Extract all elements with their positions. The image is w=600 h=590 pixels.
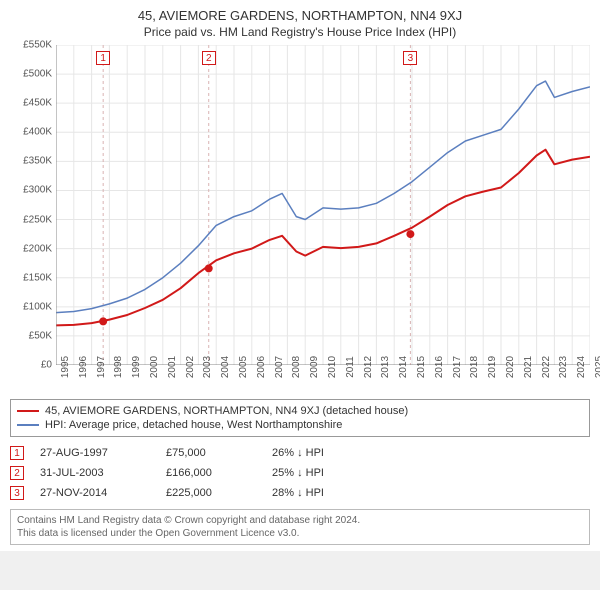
x-axis: 1995199619971998199920002001200220032004… [56, 365, 590, 395]
y-tick-label: £250K [23, 214, 52, 225]
footnote-line: This data is licensed under the Open Gov… [17, 527, 583, 540]
plot-svg [56, 45, 590, 365]
x-tick-label: 1997 [96, 356, 107, 378]
marker-diff: 28% ↓ HPI [272, 487, 382, 499]
x-tick-label: 2010 [327, 356, 338, 378]
marker-price: £225,000 [166, 487, 256, 499]
annotation-badge: 1 [96, 51, 110, 65]
x-tick-label: 2001 [167, 356, 178, 378]
y-tick-label: £300K [23, 185, 52, 196]
marker-date: 27-AUG-1997 [40, 447, 150, 459]
x-tick-label: 1999 [131, 356, 142, 378]
y-tick-label: £550K [23, 40, 52, 51]
marker-row: 3 27-NOV-2014 £225,000 28% ↓ HPI [10, 483, 590, 503]
y-axis: £0£50K£100K£150K£200K£250K£300K£350K£400… [10, 45, 56, 365]
y-tick-label: £100K [23, 301, 52, 312]
x-tick-label: 2005 [238, 356, 249, 378]
chart-title: 45, AVIEMORE GARDENS, NORTHAMPTON, NN4 9… [10, 8, 590, 23]
legend-row: 45, AVIEMORE GARDENS, NORTHAMPTON, NN4 9… [17, 404, 583, 418]
marker-row: 1 27-AUG-1997 £75,000 26% ↓ HPI [10, 443, 590, 463]
x-tick-label: 1996 [78, 356, 89, 378]
x-tick-label: 2011 [345, 356, 356, 378]
x-tick-label: 2002 [185, 356, 196, 378]
legend-row: HPI: Average price, detached house, West… [17, 418, 583, 432]
y-tick-label: £350K [23, 156, 52, 167]
marker-badge: 1 [10, 446, 24, 460]
marker-date: 27-NOV-2014 [40, 487, 150, 499]
x-tick-label: 2015 [416, 356, 427, 378]
plot-area: £0 £50K £100K £150K £200K £250K £300K £350K £400… [10, 45, 590, 395]
x-tick-label: 2016 [434, 356, 445, 378]
y-tick-label: £50K [29, 330, 52, 341]
x-tick-label: 1995 [60, 356, 71, 378]
x-tick-label: 2003 [202, 356, 213, 378]
x-tick-label: 2024 [576, 356, 587, 378]
x-tick-label: 2019 [487, 356, 498, 378]
x-tick-label: 2014 [398, 356, 409, 378]
chart-subtitle: Price paid vs. HM Land Registry's House … [10, 25, 590, 39]
footnote: Contains HM Land Registry data © Crown c… [10, 509, 590, 545]
x-tick-label: 2009 [309, 356, 320, 378]
legend-swatch-hpi [17, 424, 39, 426]
x-tick-label: 2007 [274, 356, 285, 378]
marker-diff: 26% ↓ HPI [272, 447, 382, 459]
y-tick-label: £150K [23, 272, 52, 283]
x-tick-label: 2004 [220, 356, 231, 378]
annotation-badge: 3 [403, 51, 417, 65]
legend-swatch-price-paid [17, 410, 39, 412]
marker-row: 2 31-JUL-2003 £166,000 25% ↓ HPI [10, 463, 590, 483]
markers-table: 1 27-AUG-1997 £75,000 26% ↓ HPI 2 31-JUL… [10, 443, 590, 503]
annotation-badge: 2 [202, 51, 216, 65]
x-tick-label: 2012 [363, 356, 374, 378]
x-tick-label: 2013 [380, 356, 391, 378]
x-tick-label: 1998 [113, 356, 124, 378]
x-tick-label: 2023 [558, 356, 569, 378]
y-tick-label: £450K [23, 98, 52, 109]
marker-price: £166,000 [166, 467, 256, 479]
x-tick-label: 2000 [149, 356, 160, 378]
x-tick-label: 2017 [452, 356, 463, 378]
legend: 45, AVIEMORE GARDENS, NORTHAMPTON, NN4 9… [10, 399, 590, 437]
chart-card: 45, AVIEMORE GARDENS, NORTHAMPTON, NN4 9… [0, 0, 600, 551]
x-tick-label: 2025 [594, 356, 600, 378]
footnote-line: Contains HM Land Registry data © Crown c… [17, 514, 583, 527]
marker-badge: 2 [10, 466, 24, 480]
legend-label: HPI: Average price, detached house, West… [45, 419, 342, 431]
marker-diff: 25% ↓ HPI [272, 467, 382, 479]
y-tick-label: £400K [23, 127, 52, 138]
x-tick-label: 2008 [291, 356, 302, 378]
marker-date: 31-JUL-2003 [40, 467, 150, 479]
y-tick-label: £200K [23, 243, 52, 254]
x-tick-label: 2018 [469, 356, 480, 378]
x-tick-label: 2020 [505, 356, 516, 378]
legend-label: 45, AVIEMORE GARDENS, NORTHAMPTON, NN4 9… [45, 405, 408, 417]
x-tick-label: 2022 [541, 356, 552, 378]
y-tick-label: £500K [23, 69, 52, 80]
marker-badge: 3 [10, 486, 24, 500]
y-tick-label: £0 [41, 360, 52, 371]
x-tick-label: 2021 [523, 356, 534, 378]
marker-price: £75,000 [166, 447, 256, 459]
plot-canvas: 1 2 3 [56, 45, 590, 365]
x-tick-label: 2006 [256, 356, 267, 378]
